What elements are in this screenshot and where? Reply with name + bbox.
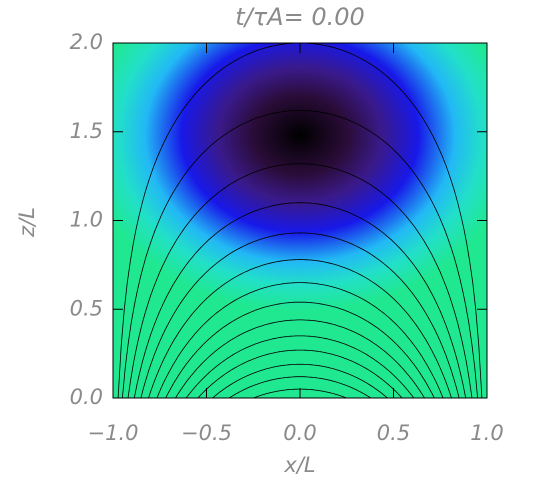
y-tick-label: 1.0 [70,208,103,232]
y-tick-label: 1.5 [70,119,103,143]
field-line [122,109,478,398]
x-tick-label: 1.0 [470,421,503,445]
field-line [133,202,467,398]
field-line [185,335,415,398]
field-line [127,163,473,398]
x-tick-label: −1.0 [88,421,139,445]
field-line [165,301,435,398]
y-tick-label: 0.5 [70,296,103,320]
x-axis-label: x/L [283,453,315,477]
x-tick-label: 0.5 [377,421,410,445]
field-line [197,349,403,398]
field-line [156,282,444,398]
y-tick-label: 0.0 [70,385,103,409]
field-line [117,43,483,398]
chart-title: t/τA= 0.00 [235,3,365,31]
y-axis-label: z/L [15,207,39,238]
field-line [148,259,452,398]
x-tick-label: −0.5 [181,421,232,445]
contour-lines [117,43,483,398]
field-line [228,376,372,398]
y-tick-label: 2.0 [70,30,103,54]
field-line [140,232,460,398]
field-image [113,43,487,398]
field-line [175,319,425,398]
x-tick-label: 0.0 [283,421,316,445]
field-line [212,363,388,398]
